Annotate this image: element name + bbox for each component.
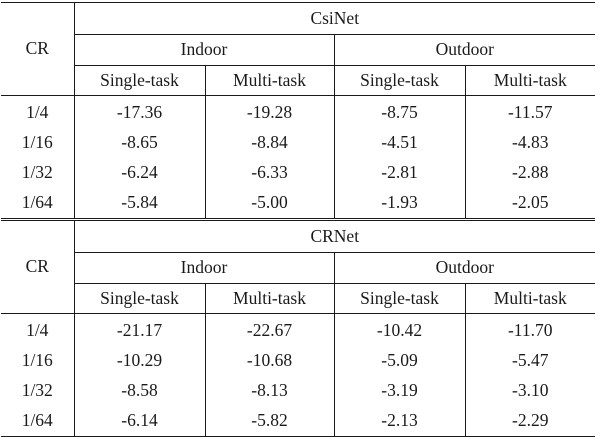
value-cell: -5.84 [74, 188, 206, 219]
table-row: 1/64 -6.14 -5.82 -2.13 -2.29 [1, 406, 595, 437]
value-cell: -3.19 [334, 376, 466, 406]
value-cell: -8.84 [205, 128, 335, 158]
group-header-outdoor: Outdoor [334, 34, 595, 66]
value-cell: -2.13 [334, 406, 466, 437]
value-cell: -2.29 [465, 406, 595, 437]
cr-cell: 1/4 [1, 95, 75, 128]
value-cell: -5.82 [205, 406, 335, 437]
value-cell: -6.14 [74, 406, 206, 437]
value-cell: -10.29 [74, 346, 206, 376]
subcolumn-header: Multi-task [493, 287, 567, 308]
value-cell: -4.51 [334, 128, 466, 158]
value-cell: -17.36 [74, 95, 206, 128]
value-cell: -8.75 [334, 95, 466, 128]
table-row: 1/16 -8.65 -8.84 -4.51 -4.83 [1, 128, 595, 158]
value-cell: -2.88 [512, 162, 549, 183]
cr-cell: 1/64 [1, 406, 75, 437]
value-cell: -10.68 [205, 346, 335, 376]
table-row: 1/16 -10.29 -10.68 -5.09 -5.47 [1, 346, 595, 376]
cr-cell: 1/16 [1, 346, 75, 376]
value-cell: -22.67 [205, 313, 335, 346]
value-cell: -21.17 [74, 313, 206, 346]
subcolumn-header: Single-task [74, 283, 206, 314]
cr-header: CR [1, 220, 75, 314]
value-cell: -2.81 [334, 158, 466, 188]
table-row: 1/4 -17.36 -19.28 -8.75 -11.57 [1, 95, 595, 128]
group-header-indoor: Indoor [74, 34, 335, 66]
value-cell: -11.57 [465, 95, 595, 128]
table-row: 1/4 -21.17 -22.67 -10.42 -11.70 [1, 313, 595, 346]
value-cell: -5.09 [334, 346, 466, 376]
value-cell: -5.47 [512, 350, 549, 371]
subcolumn-header: Single-task [334, 65, 466, 96]
value-cell: -2.05 [465, 188, 595, 219]
value-cell: -1.93 [334, 188, 466, 219]
group-header-indoor: Indoor [74, 252, 335, 284]
value-cell: -10.42 [334, 313, 466, 346]
subcolumn-header: Multi-task [205, 65, 335, 96]
value-cell: -5.00 [205, 188, 335, 219]
subcolumn-header: Multi-task [205, 283, 335, 314]
value-cell: -6.33 [205, 158, 335, 188]
value-cell: -11.70 [465, 313, 595, 346]
cr-cell: 1/4 [1, 313, 75, 346]
subcolumn-header: Multi-task [493, 69, 567, 90]
model-header: CRNet [74, 220, 595, 253]
value-cell: -4.83 [512, 132, 549, 153]
cr-header: CR [1, 2, 75, 96]
value-cell: -6.24 [74, 158, 206, 188]
table-row: 1/64 -5.84 -5.00 -1.93 -2.05 [1, 188, 595, 219]
value-cell: -8.65 [74, 128, 206, 158]
subcolumn-header: Single-task [74, 65, 206, 96]
value-cell: -19.28 [205, 95, 335, 128]
cr-cell: 1/32 [1, 158, 75, 188]
csinet-table: CR CsiNet Indoor Outdoor Single-task Mul… [1, 2, 595, 219]
cr-cell: 1/32 [1, 376, 75, 406]
table-row: 1/32 -6.24 -6.33 -2.81 -2.88 [1, 158, 595, 188]
model-header: CsiNet [74, 2, 595, 35]
group-header-outdoor: Outdoor [334, 252, 595, 284]
crnet-table: CR CRNet Indoor Outdoor Single-task Mult… [1, 220, 595, 437]
subcolumn-header: Single-task [334, 283, 466, 314]
value-cell: -8.58 [74, 376, 206, 406]
value-cell: -3.10 [512, 380, 549, 401]
cr-cell: 1/64 [1, 188, 75, 219]
value-cell: -8.13 [205, 376, 335, 406]
table-row: 1/32 -8.58 -8.13 -3.19 -3.10 [1, 376, 595, 406]
cr-cell: 1/16 [1, 128, 75, 158]
